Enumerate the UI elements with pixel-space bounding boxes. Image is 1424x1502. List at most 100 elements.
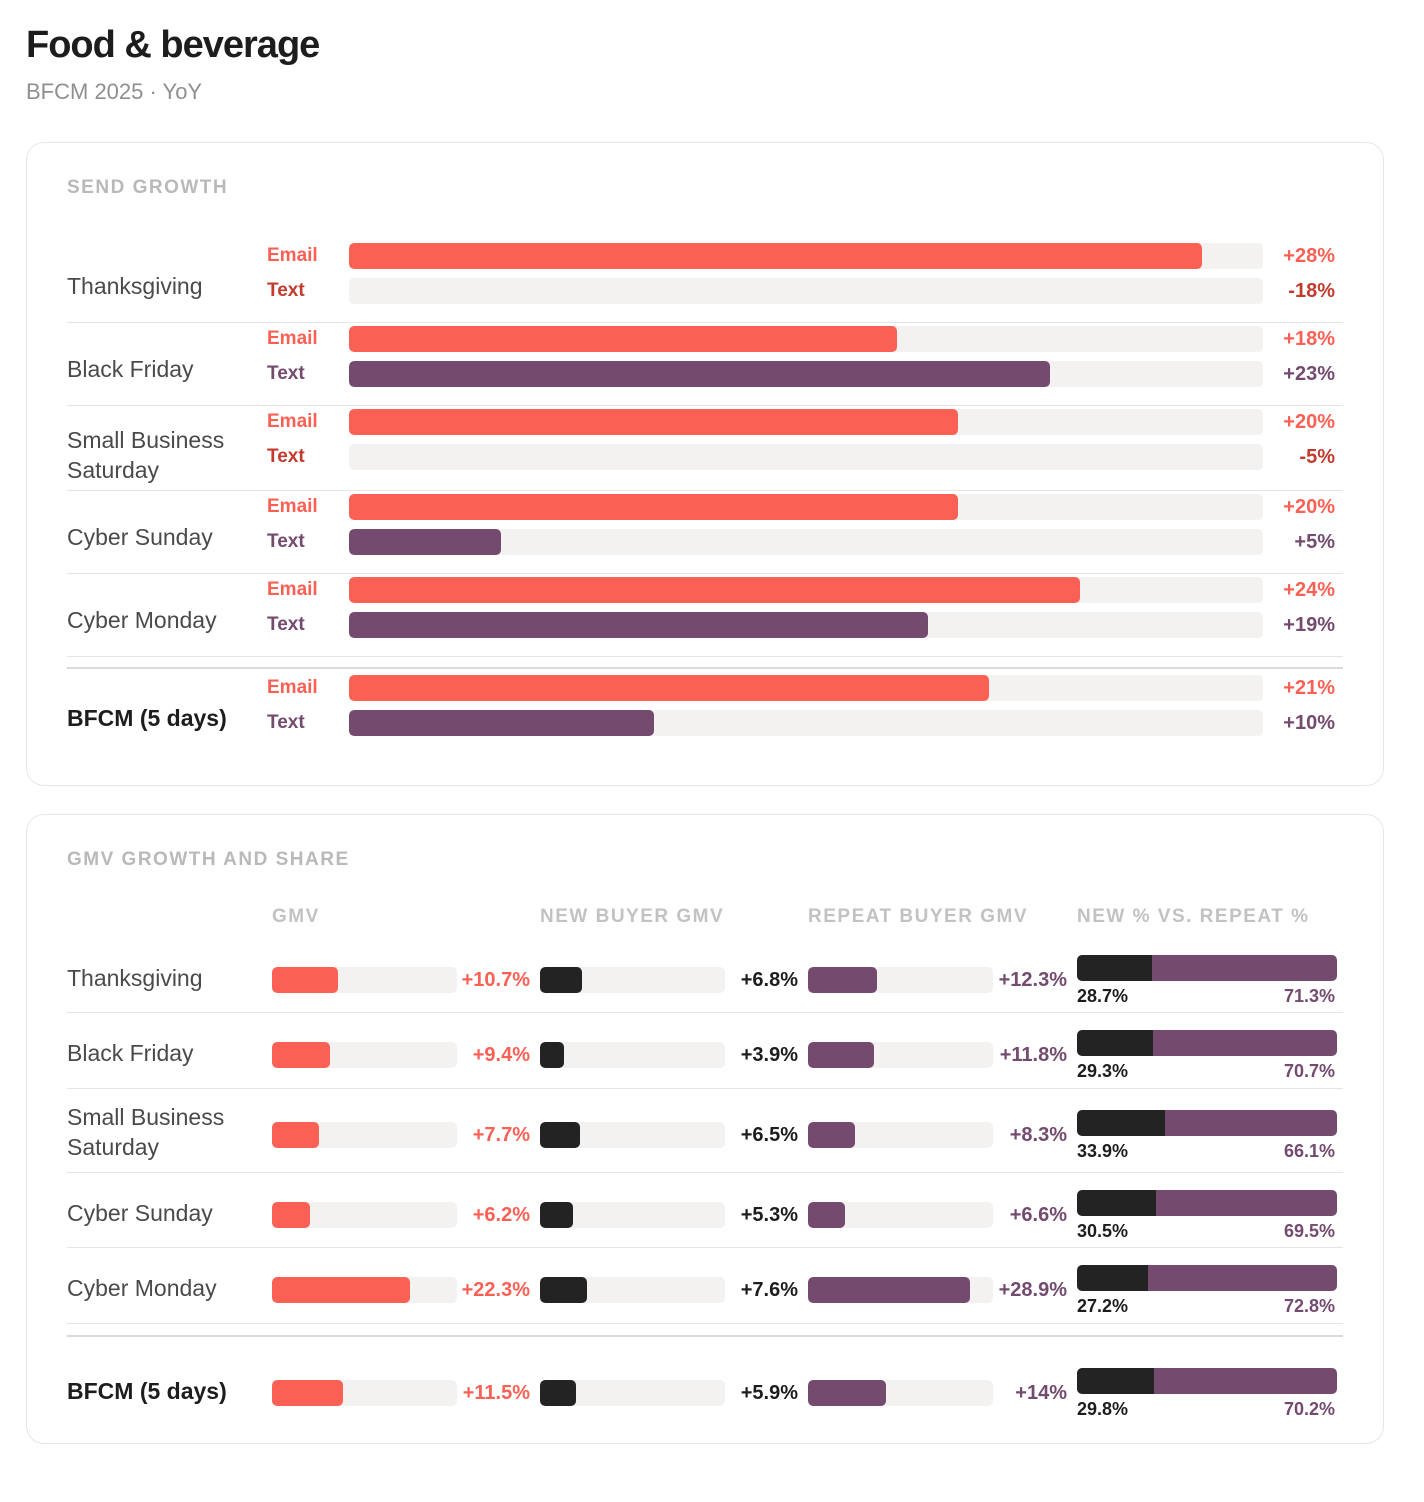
new-vs-repeat-share-bar	[1077, 955, 1337, 981]
repeat-bar	[808, 1122, 855, 1148]
gmv-value: +10.7%	[461, 969, 530, 991]
repeat-bar-track	[808, 1202, 993, 1228]
send-row-day-label: Cyber Sunday	[67, 524, 213, 550]
send-email-value: +18%	[1283, 328, 1335, 350]
send-row-day-label: Small Business Saturday	[67, 427, 225, 483]
row-divider	[67, 1323, 1343, 1324]
new-share-pct: 29.8%	[1077, 1399, 1129, 1419]
new-share-pct: 28.7%	[1077, 986, 1129, 1006]
row-divider	[67, 1088, 1343, 1089]
repeat-bar-track	[808, 1042, 993, 1068]
repeat-buyer-gmv-column-header: REPEAT BUYER GMV	[808, 906, 1029, 927]
gmv-row-day-label: Cyber Monday	[67, 1275, 217, 1301]
new-vs-repeat-share-bar	[1077, 1110, 1337, 1136]
gmv-bar-track	[272, 1122, 457, 1148]
repeat-bar-track	[808, 1380, 993, 1406]
new-share-pct: 27.2%	[1077, 1296, 1129, 1316]
gmv-bar	[272, 1122, 320, 1148]
send-growth-heading: SEND GROWTH	[67, 177, 229, 198]
send-text-bar	[349, 612, 928, 638]
gmv-row-day-label: BFCM (5 days)	[67, 1378, 227, 1404]
send-text-bar	[349, 529, 502, 555]
new-share-segment	[1077, 1368, 1155, 1394]
repeat-value: +28.9%	[998, 1279, 1067, 1301]
total-divider	[67, 667, 1343, 669]
repeat-share-pct: 72.8%	[1283, 1296, 1335, 1316]
new-vs-repeat-share-bar	[1077, 1265, 1337, 1291]
new-bar-track	[540, 967, 725, 993]
new-bar	[540, 1277, 587, 1303]
repeat-share-segment	[1151, 955, 1337, 981]
new-value: +5.3%	[740, 1204, 798, 1226]
gmv-bar	[272, 1380, 343, 1406]
gmv-bar-track	[272, 1202, 457, 1228]
new-bar-track	[540, 1042, 725, 1068]
gmv-bar-track	[272, 1042, 457, 1068]
repeat-value: +8.3%	[1009, 1124, 1067, 1146]
send-email-bar-track	[349, 243, 1263, 269]
send-email-label: Email	[267, 579, 318, 600]
send-text-value: +19%	[1283, 614, 1335, 636]
send-email-bar	[349, 577, 1081, 603]
gmv-bar	[272, 1202, 311, 1228]
new-share-segment	[1077, 1030, 1154, 1056]
new-share-segment	[1077, 1265, 1148, 1291]
gmv-bar	[272, 1277, 410, 1303]
send-text-label: Text	[267, 446, 305, 467]
send-email-label: Email	[267, 677, 318, 698]
send-email-bar	[349, 326, 898, 352]
new-value: +5.9%	[740, 1382, 798, 1404]
new-bar	[540, 1202, 573, 1228]
send-email-bar	[349, 243, 1203, 269]
gmv-row-day-label: Small Business Saturday	[67, 1104, 225, 1160]
send-text-bar	[349, 710, 654, 736]
send-text-label: Text	[267, 531, 305, 552]
send-email-bar-track	[349, 326, 1263, 352]
new-share-pct: 30.5%	[1077, 1221, 1129, 1241]
gmv-bar-track	[272, 1380, 457, 1406]
send-email-value: +21%	[1283, 677, 1335, 699]
send-row-day-label: Thanksgiving	[67, 273, 203, 299]
send-growth-card: SEND GROWTH Thanksgiving Email +28% Text -18…	[26, 142, 1384, 786]
row-divider	[67, 322, 1343, 323]
new-vs-repeat-share-bar	[1077, 1190, 1337, 1216]
repeat-value: +12.3%	[998, 969, 1067, 991]
send-text-value: +10%	[1283, 712, 1335, 734]
repeat-share-pct: 71.3%	[1283, 986, 1335, 1006]
send-row-day-label: Black Friday	[67, 356, 194, 382]
repeat-share-pct: 69.5%	[1283, 1221, 1335, 1241]
repeat-share-pct: 66.1%	[1283, 1141, 1335, 1161]
gmv-bar-track	[272, 1277, 457, 1303]
new-share-segment	[1077, 1190, 1157, 1216]
send-text-bar-track	[349, 444, 1263, 470]
new-value: +3.9%	[740, 1044, 798, 1066]
send-email-bar-track	[349, 577, 1263, 603]
send-email-label: Email	[267, 328, 318, 349]
repeat-bar	[808, 1380, 887, 1406]
new-value: +6.8%	[740, 969, 798, 991]
new-share-segment	[1077, 955, 1152, 981]
new-vs-repeat-share-bar	[1077, 1368, 1337, 1394]
new-bar	[540, 1380, 577, 1406]
send-email-bar	[349, 494, 959, 520]
send-email-bar-track	[349, 494, 1263, 520]
send-email-bar	[349, 409, 959, 435]
row-divider	[67, 490, 1343, 491]
new-value: +7.6%	[740, 1279, 798, 1301]
repeat-bar-track	[808, 1277, 993, 1303]
new-vs-repeat-share-bar	[1077, 1030, 1337, 1056]
new-bar-track	[540, 1380, 725, 1406]
send-text-label: Text	[267, 280, 305, 301]
repeat-bar	[808, 967, 877, 993]
gmv-bar	[272, 967, 338, 993]
row-divider	[67, 1247, 1343, 1248]
new-bar	[540, 1122, 581, 1148]
gmv-value: +9.4%	[472, 1044, 530, 1066]
send-text-bar-track	[349, 612, 1263, 638]
send-email-value: +20%	[1283, 496, 1335, 518]
repeat-share-segment	[1154, 1368, 1337, 1394]
send-email-value: +28%	[1283, 245, 1335, 267]
repeat-share-segment	[1153, 1030, 1337, 1056]
new-value: +6.5%	[740, 1124, 798, 1146]
gmv-growth-card: GMV GROWTH AND SHARE GMV NEW BUYER GMV REP…	[26, 814, 1384, 1444]
